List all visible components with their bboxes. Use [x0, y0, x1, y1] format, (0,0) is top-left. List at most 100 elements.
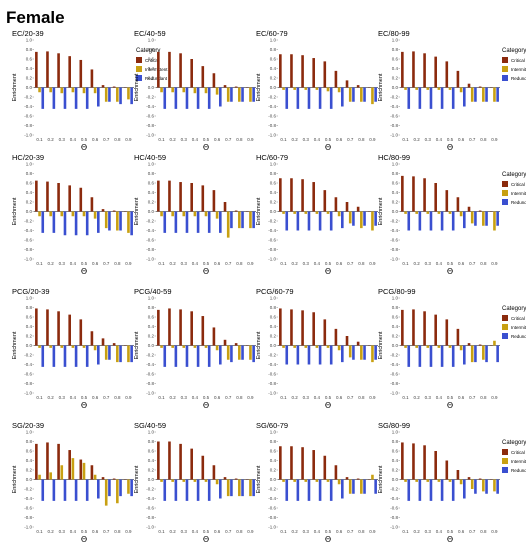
bar-redundant: [485, 479, 488, 494]
bar-critical: [423, 445, 426, 480]
bar-critical: [412, 309, 415, 346]
x-tick-label: 0.2: [170, 261, 177, 266]
bar-redundant: [97, 479, 100, 499]
legend-title: Category: [136, 48, 160, 54]
bar-redundant: [108, 345, 111, 360]
bar-critical: [79, 59, 83, 88]
bar-critical: [401, 442, 404, 480]
x-tick-label: 0.6: [214, 261, 221, 266]
bar-critical: [279, 178, 282, 212]
bar-redundant: [163, 87, 167, 109]
y-tick-label: -0.2: [268, 219, 276, 224]
y-tick-label: 0.4: [148, 324, 155, 329]
bar-critical: [345, 202, 349, 212]
y-axis-label: Enrichment: [12, 73, 18, 101]
y-tick-label: -0.2: [146, 487, 154, 492]
bar-critical: [445, 460, 449, 480]
y-tick-label: 1.0: [26, 430, 33, 435]
x-tick-label: 0.7: [103, 529, 110, 534]
x-axis-label: Θ: [447, 267, 453, 276]
x-tick-label: 0.1: [158, 261, 165, 266]
y-tick-label: 0.6: [270, 449, 277, 454]
bar-critical: [35, 308, 38, 346]
y-tick-label: 0.0: [270, 209, 277, 214]
bar-intermittent: [226, 211, 230, 238]
y-tick-label: -0.2: [146, 219, 154, 224]
x-tick-label: 0.7: [347, 261, 354, 266]
y-tick-label: -0.6: [24, 114, 32, 119]
legend-swatch-redundant: [136, 75, 142, 81]
bar-intermittent: [238, 479, 241, 497]
y-tick-label: -0.4: [146, 228, 154, 233]
y-tick-label: 0.4: [26, 190, 33, 195]
y-tick-label: 0.0: [148, 85, 155, 90]
y-tick-label: 0.8: [26, 439, 33, 444]
y-tick-label: 0.6: [148, 57, 155, 62]
bar-critical: [168, 180, 171, 212]
plot-area: 1.0 0.8 0.6 0.4 0.2 0.0 -0.2 -0.4 -0.6 -0.8 -1.0 0.…: [24, 296, 134, 410]
bar-redundant: [429, 211, 433, 231]
bar-intermittent: [193, 345, 197, 348]
legend-swatch-intermittent: [502, 324, 508, 330]
panel-title: SG/40-59: [134, 421, 166, 430]
y-axis-label: Enrichment: [12, 465, 18, 493]
legend-label-redundant: Redundant: [511, 468, 526, 473]
x-tick-label: 0.5: [203, 529, 210, 534]
bar-critical: [234, 343, 238, 346]
x-tick-label: 0.3: [425, 395, 432, 400]
bar-intermittent: [282, 87, 285, 90]
x-tick-label: 0.2: [414, 137, 421, 142]
panel-hc-60-79: HC/60-79 Enrichment 1.0 0.8 0.6 0.4 0.2 0.0 -0.2…: [256, 153, 378, 276]
bar-critical: [345, 80, 349, 88]
x-tick-label: 0.8: [480, 137, 487, 142]
bar-intermittent: [326, 87, 330, 92]
bar-intermittent: [315, 211, 319, 214]
bar-redundant: [485, 345, 488, 363]
bar-critical: [223, 85, 227, 88]
bar-intermittent: [226, 345, 230, 360]
bar-intermittent: [171, 211, 174, 217]
x-axis-label: Θ: [81, 267, 87, 276]
y-tick-label: 0.0: [148, 477, 155, 482]
y-axis-label: Enrichment: [378, 331, 384, 359]
plot-area: 1.0 0.8 0.6 0.4 0.2 0.0 -0.2 -0.4 -0.6 -0.8 -1.0 0.…: [390, 430, 500, 544]
y-tick-label: -1.0: [268, 391, 276, 396]
x-tick-label: 0.2: [292, 529, 299, 534]
bar-critical: [35, 51, 38, 88]
y-tick-label: -0.6: [146, 372, 154, 377]
bar-redundant: [85, 87, 89, 109]
y-tick-label: -0.2: [268, 95, 276, 100]
x-tick-label: 0.6: [458, 137, 465, 142]
bar-redundant: [474, 479, 477, 494]
panel-sg-40-59: SG/40-59 Enrichment 1.0 0.8 0.6 0.4 0.2 0.0 -0.2…: [134, 421, 256, 544]
y-tick-label: -0.2: [24, 353, 32, 358]
x-tick-label: 0.8: [114, 395, 121, 400]
y-tick-label: 0.4: [392, 458, 399, 463]
bar-redundant: [496, 479, 499, 494]
bar-redundant: [363, 87, 366, 102]
y-tick-label: 0.2: [392, 334, 399, 339]
bar-redundant: [196, 87, 200, 109]
bar-critical: [356, 341, 360, 346]
bar-intermittent: [160, 345, 163, 348]
x-tick-label: 0.5: [447, 529, 454, 534]
x-tick-label: 0.4: [70, 261, 77, 266]
x-tick-label: 0.5: [203, 395, 210, 400]
y-tick-label: 0.2: [392, 468, 399, 473]
bar-redundant: [318, 345, 322, 365]
bar-intermittent: [182, 211, 186, 217]
bar-redundant: [418, 87, 422, 109]
y-tick-label: -1.0: [268, 525, 276, 530]
x-tick-label: 0.8: [236, 261, 243, 266]
bar-intermittent: [127, 87, 130, 100]
x-tick-label: 0.1: [402, 137, 409, 142]
bar-intermittent: [226, 479, 230, 497]
bar-redundant: [230, 479, 233, 497]
x-tick-label: 0.5: [81, 137, 88, 142]
bar-critical: [312, 450, 315, 480]
bar-critical: [301, 55, 304, 88]
bar-intermittent: [415, 345, 418, 348]
y-tick-label: 0.4: [270, 458, 277, 463]
x-tick-label: 0.7: [225, 395, 232, 400]
legend-swatch-critical: [502, 315, 508, 321]
